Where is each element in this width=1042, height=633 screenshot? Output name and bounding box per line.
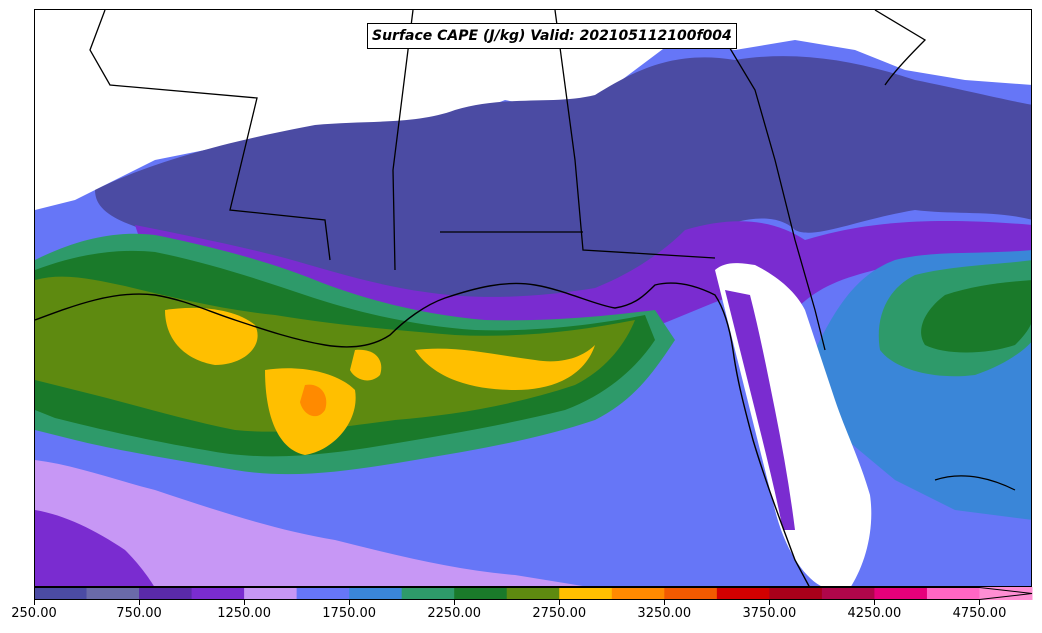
cape-band-3000-d: [350, 349, 382, 381]
colorbar-segment: [454, 587, 508, 600]
atlantic-coastline: [724, 39, 826, 351]
gulf-coastline: [35, 282, 810, 586]
colorbar-segment: [926, 587, 980, 600]
colorbar-segment: [244, 587, 298, 600]
colorbar-segment: [139, 587, 193, 600]
colorbar-tick-label: 1750.00: [322, 606, 377, 621]
map-title: Surface CAPE (J/kg) Valid: 202105112100f…: [367, 23, 737, 49]
colorbar-segment: [34, 587, 88, 600]
colorbar-tick-mark: [874, 600, 876, 605]
colorbar-tick-mark: [664, 600, 666, 605]
colorbar-segment: [559, 587, 613, 600]
cape-band-1500-south: [35, 460, 583, 586]
cape-band-1250-florida: [725, 290, 795, 530]
bahamas-coastline: [934, 475, 1016, 491]
colorbar-tick-label: 2250.00: [427, 606, 482, 621]
colorbar-tick-mark: [979, 600, 981, 605]
colorbar-segment: [611, 587, 665, 600]
colorbar-segment: [664, 587, 718, 600]
colorbar-tick-mark: [139, 600, 141, 605]
colorbar-segment: [401, 587, 455, 600]
colorbar-segment: [874, 587, 928, 600]
state-border-west: [89, 10, 331, 261]
colorbar-tick-label: 2750.00: [532, 606, 587, 621]
cape-band-2500-east: [921, 280, 1031, 353]
cape-band-3000-c: [415, 345, 595, 390]
cape-map: Surface CAPE (J/kg) Valid: 202105112100f…: [34, 9, 1032, 587]
colorbar-segment: [296, 587, 350, 600]
colorbar-tick-label: 3750.00: [742, 606, 797, 621]
colorbar-tick-mark: [559, 600, 561, 605]
cape-colorbar: [34, 587, 1033, 600]
cape-band-1250-south: [35, 510, 154, 586]
colorbar-tick-mark: [34, 600, 35, 605]
colorbar-extend-arrow: [979, 587, 1032, 600]
colorbar-segment: [506, 587, 560, 600]
cape-contour-map: [35, 10, 1031, 586]
colorbar-tick-mark: [454, 600, 456, 605]
colorbar-segment: [821, 587, 875, 600]
colorbar-segment: [716, 587, 770, 600]
colorbar-tick-mark: [769, 600, 771, 605]
colorbar-segment: [86, 587, 140, 600]
colorbar-tick-mark: [349, 600, 351, 605]
state-border-ms-al: [392, 10, 414, 271]
state-border-al-ga: [554, 10, 716, 259]
colorbar-segment: [769, 587, 823, 600]
colorbar-segment: [191, 587, 245, 600]
colorbar-tick-label: 3250.00: [637, 606, 692, 621]
state-border-northeast: [874, 10, 927, 86]
colorbar-tick-label: 4750.00: [952, 606, 1007, 621]
colorbar-tick-label: 4250.00: [847, 606, 902, 621]
cape-band-3000-a: [165, 307, 258, 365]
low-cape-region-north: [35, 10, 1031, 210]
colorbar-segment: [349, 587, 403, 600]
colorbar-tick-label: 1250.00: [217, 606, 271, 621]
colorbar-tick-mark: [244, 600, 246, 605]
colorbar-tick-label: 250.00: [11, 606, 57, 621]
colorbar-outline: [34, 587, 1033, 600]
colorbar-tick-label: 750.00: [116, 606, 162, 621]
cape-band-3250: [300, 384, 327, 417]
